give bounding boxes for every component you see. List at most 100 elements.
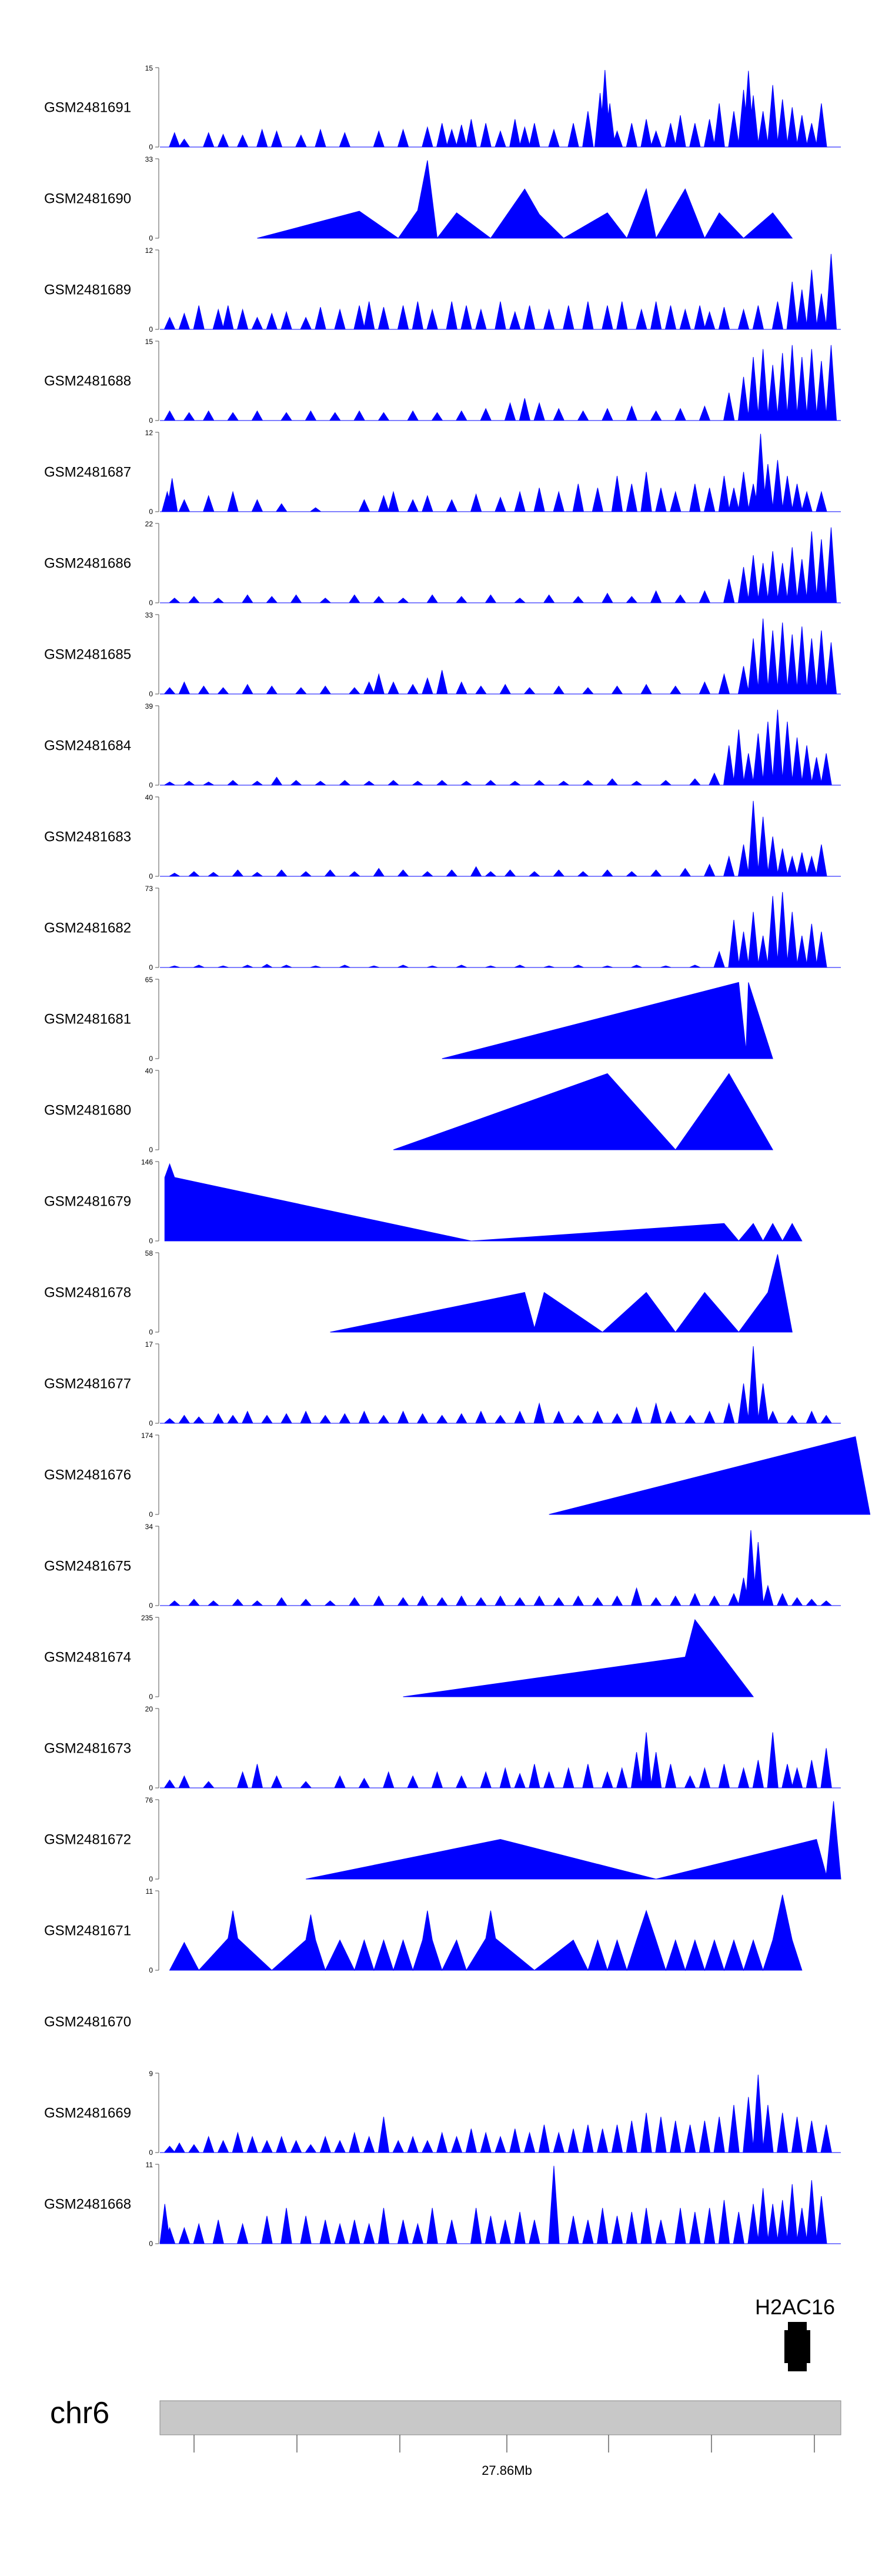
y-max-label: 9	[149, 2070, 153, 2078]
gene-track: H2AC16	[755, 2295, 835, 2371]
coverage-area	[160, 1732, 841, 1788]
coverage-area	[257, 160, 793, 239]
track-GSM2481687: GSM2481687 12 0	[44, 429, 841, 516]
track-label: GSM2481688	[44, 373, 131, 389]
track-GSM2481685: GSM2481685 33 0	[44, 611, 841, 698]
track-label: GSM2481677	[44, 1376, 131, 1392]
track-label: GSM2481680	[44, 1103, 131, 1119]
y-min-label: 0	[149, 872, 153, 880]
track-GSM2481688: GSM2481688 15 0	[44, 338, 841, 425]
y-min-label: 0	[149, 416, 153, 425]
track-label: GSM2481678	[44, 1285, 131, 1301]
y-max-label: 12	[145, 429, 153, 437]
y-min-label: 0	[149, 1237, 153, 1245]
y-max-label: 40	[145, 793, 153, 802]
track-label: GSM2481673	[44, 1741, 131, 1757]
track-GSM2481677: GSM2481677 17 0	[44, 1340, 841, 1427]
coverage-area	[160, 253, 841, 330]
coverage-area	[306, 1801, 841, 1880]
y-min-label: 0	[149, 1966, 153, 1974]
y-min-label: 0	[149, 1510, 153, 1519]
y-min-label: 0	[149, 781, 153, 789]
data-tracks: GSM2481691150GSM2481690330GSM2481689120G…	[44, 64, 871, 2248]
y-min-label: 0	[149, 599, 153, 607]
y-max-label: 15	[145, 64, 153, 72]
y-max-label: 11	[146, 1887, 153, 1896]
track-label: GSM2481681	[44, 1012, 131, 1027]
chromosome-axis: chr6 27.86Mb	[50, 2396, 841, 2478]
track-label: GSM2481679	[44, 1194, 131, 1210]
track-GSM2481681: GSM2481681 65 0	[44, 976, 773, 1063]
y-min-label: 0	[149, 1875, 153, 1883]
y-min-label: 0	[149, 234, 153, 242]
y-min-label: 0	[149, 508, 153, 516]
y-max-label: 34	[145, 1523, 153, 1531]
y-max-label: 235	[141, 1614, 153, 1622]
coverage-area	[160, 709, 841, 786]
coverage-area	[549, 1436, 871, 1515]
coverage-area	[160, 800, 841, 877]
position-label: 27.86Mb	[482, 2463, 532, 2478]
track-GSM2481668: GSM2481668 11 0	[44, 2161, 841, 2248]
track-GSM2481690: GSM2481690 33 0	[44, 155, 793, 242]
y-min-label: 0	[149, 2240, 153, 2248]
chromosome-label: chr6	[50, 2396, 109, 2430]
track-GSM2481676: GSM2481676 174 0	[44, 1432, 871, 1519]
coverage-area	[160, 892, 841, 968]
track-GSM2481684: GSM2481684 39 0	[44, 702, 841, 789]
coverage-area	[442, 982, 773, 1059]
track-label: GSM2481684	[44, 738, 131, 754]
y-max-label: 15	[145, 338, 153, 346]
y-min-label: 0	[149, 1419, 153, 1427]
track-label: GSM2481682	[44, 920, 131, 936]
track-GSM2481671: GSM2481671 11 0	[44, 1887, 803, 1974]
y-min-label: 0	[149, 1601, 153, 1610]
track-label: GSM2481671	[44, 1923, 131, 1939]
coverage-area	[330, 1254, 793, 1333]
track-GSM2481675: GSM2481675 34 0	[44, 1523, 841, 1610]
track-label: GSM2481689	[44, 282, 131, 298]
y-max-label: 58	[145, 1249, 153, 1257]
y-min-label: 0	[149, 325, 153, 333]
track-label: GSM2481687	[44, 465, 131, 481]
track-label: GSM2481685	[44, 647, 131, 663]
axis-ticks	[193, 2435, 815, 2452]
coverage-area	[393, 1073, 774, 1150]
track-GSM2481672: GSM2481672 76 0	[44, 1796, 841, 1883]
track-GSM2481689: GSM2481689 12 0	[44, 246, 841, 333]
track-label: GSM2481668	[44, 2197, 131, 2213]
track-label: GSM2481690	[44, 191, 131, 207]
coverage-area	[160, 1346, 841, 1424]
y-max-label: 39	[145, 702, 153, 710]
y-max-label: 20	[145, 1705, 153, 1713]
y-max-label: 73	[145, 885, 153, 893]
coverage-area	[159, 2165, 841, 2244]
track-label: GSM2481675	[44, 1559, 131, 1574]
y-min-label: 0	[149, 1146, 153, 1154]
y-max-label: 40	[145, 1067, 153, 1075]
y-min-label: 0	[149, 143, 153, 151]
track-GSM2481683: GSM2481683 40 0	[44, 793, 841, 880]
track-GSM2481680: GSM2481680 40 0	[44, 1067, 774, 1154]
y-min-label: 0	[149, 1784, 153, 1792]
track-GSM2481679: GSM2481679 146 0	[44, 1158, 803, 1245]
coverage-area	[160, 433, 841, 512]
track-GSM2481673: GSM2481673 20 0	[44, 1705, 841, 1792]
coverage-area	[160, 70, 841, 148]
y-max-label: 146	[141, 1158, 153, 1166]
track-GSM2481678: GSM2481678 58 0	[44, 1249, 793, 1336]
track-GSM2481670: GSM2481670	[44, 2014, 131, 2030]
track-label: GSM2481669	[44, 2105, 131, 2121]
coverage-area	[403, 1619, 754, 1697]
y-min-label: 0	[149, 1055, 153, 1063]
y-min-label: 0	[149, 1328, 153, 1336]
track-label: GSM2481676	[44, 1467, 131, 1483]
coverage-area	[164, 1163, 803, 1242]
track-GSM2481682: GSM2481682 73 0	[44, 885, 841, 972]
gene-label: H2AC16	[755, 2295, 835, 2319]
y-max-label: 33	[145, 155, 153, 163]
y-max-label: 22	[145, 520, 153, 528]
track-GSM2481669: GSM2481669 9 0	[44, 2070, 841, 2157]
coverage-area	[160, 2074, 841, 2153]
coverage-area	[160, 1530, 841, 1606]
